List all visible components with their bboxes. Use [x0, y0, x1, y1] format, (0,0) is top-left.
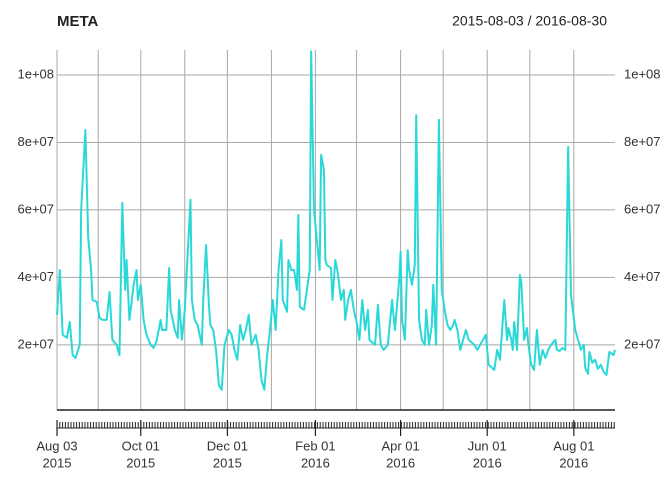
x-tick-label: Apr 01 — [381, 438, 419, 453]
y2-tick-label: 4e+07 — [624, 269, 661, 284]
x-tick-label: 2016 — [473, 455, 502, 470]
x-tick-label: Dec 01 — [207, 438, 248, 453]
x-tick-label: Aug 03 — [36, 438, 77, 453]
y-tick-label: 6e+07 — [17, 201, 54, 216]
y-tick-label: 4e+07 — [17, 269, 54, 284]
x-tick-label: 2016 — [386, 455, 415, 470]
x-tick-label: Oct 01 — [122, 438, 160, 453]
x-tick-label: 2016 — [559, 455, 588, 470]
x-tick-label: 2015 — [43, 455, 72, 470]
series-line — [56, 50, 616, 391]
y2-tick-label: 8e+07 — [624, 134, 661, 149]
x-tick-label: 2015 — [126, 455, 155, 470]
y-tick-label: 2e+07 — [17, 336, 54, 351]
x-tick-label: 2016 — [301, 455, 330, 470]
chart-subtitle: 2015-08-03 / 2016-08-30 — [452, 13, 607, 29]
x-tick-label: Feb 01 — [295, 438, 335, 453]
x-tick-label: Aug 01 — [553, 438, 594, 453]
x-tick-label: Jun 01 — [468, 438, 507, 453]
y2-tick-label: 1e+08 — [624, 66, 661, 81]
y-tick-label: 8e+07 — [17, 134, 54, 149]
x-tick-label: 2015 — [213, 455, 242, 470]
y2-tick-label: 2e+07 — [624, 336, 661, 351]
chart-title: META — [57, 13, 99, 30]
y-tick-label: 1e+08 — [17, 66, 54, 81]
y2-tick-label: 6e+07 — [624, 201, 661, 216]
